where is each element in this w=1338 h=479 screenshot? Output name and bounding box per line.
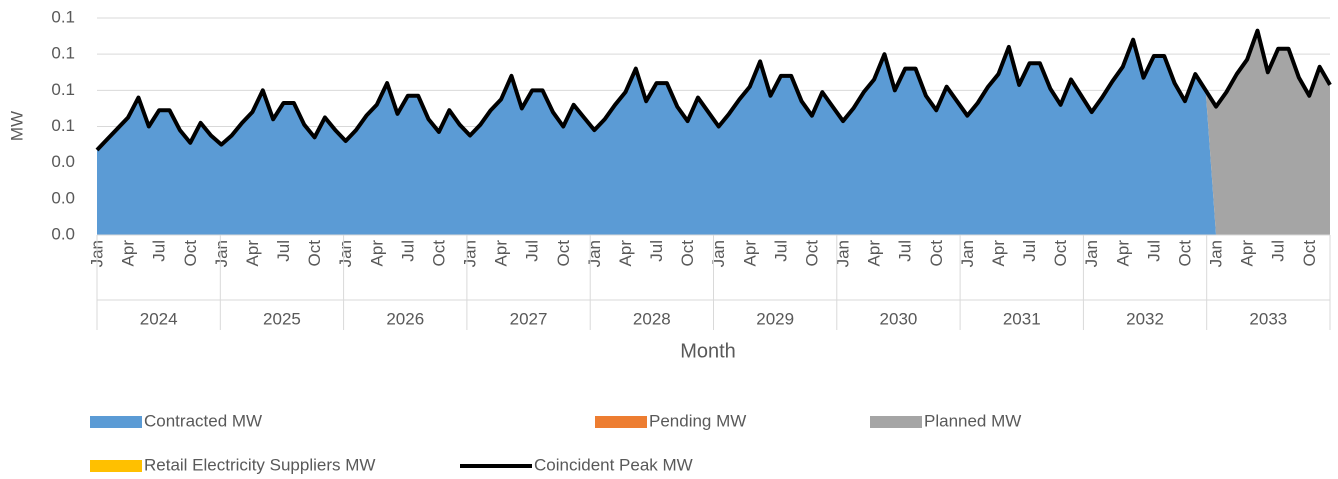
x-tick-label: Oct: [802, 240, 821, 267]
y-tick-label: 0.0: [51, 152, 75, 171]
x-tick-label: Jul: [398, 240, 417, 262]
y-tick-label: 0.1: [51, 44, 75, 63]
x-tick-label: Apr: [119, 240, 138, 267]
group-label: 2024: [140, 309, 178, 328]
area: [97, 39, 1330, 236]
x-tick-label: Jan: [709, 240, 728, 267]
x-tick-label: Jul: [523, 240, 542, 262]
legend-swatch: [870, 416, 922, 428]
group-label: 2029: [756, 309, 794, 328]
x-tick-label: Apr: [616, 240, 635, 267]
y-tick-label: 0.1: [51, 80, 75, 99]
x-tick-label: Apr: [740, 240, 759, 267]
legend-label: Contracted MW: [144, 411, 262, 430]
x-tick-label: Jan: [585, 240, 604, 267]
legend-label: Pending MW: [649, 411, 746, 430]
group-label: 2030: [880, 309, 918, 328]
x-tick-label: Oct: [1175, 240, 1194, 267]
x-tick-label: Apr: [865, 240, 884, 267]
x-tick-label: Jul: [1269, 240, 1288, 262]
x-tick-label: Jan: [833, 240, 852, 267]
legend-label: Planned MW: [924, 411, 1021, 430]
group-label: 2033: [1249, 309, 1287, 328]
group-label: 2031: [1003, 309, 1041, 328]
x-tick-label: Apr: [989, 240, 1008, 267]
x-tick-label: Jul: [647, 240, 666, 262]
line: [95, 28, 1332, 152]
x-tick-label: Jan: [460, 240, 479, 267]
group-label: 2027: [510, 309, 548, 328]
x-tick-label: Apr: [492, 240, 511, 267]
x-axis-title: Month: [680, 340, 736, 362]
x-tick-label: Oct: [927, 240, 946, 267]
group-label: 2026: [386, 309, 424, 328]
legend-label: Coincident Peak MW: [534, 455, 693, 474]
x-tick-label: Jan: [212, 240, 231, 267]
y-tick-label: 0.0: [51, 188, 75, 207]
x-tick-label: Oct: [429, 240, 448, 267]
x-tick-label: Oct: [181, 240, 200, 267]
y-tick-label: 0.0: [51, 224, 75, 243]
x-tick-label: Jul: [1020, 240, 1039, 262]
x-tick-label: Jul: [150, 240, 169, 262]
y-tick-label: 0.1: [51, 116, 75, 135]
group-label: 2025: [263, 309, 301, 328]
x-tick-label: Jan: [336, 240, 355, 267]
x-tick-label: Jul: [896, 240, 915, 262]
y-tick-label: 0.1: [51, 7, 75, 26]
x-tick-label: Oct: [678, 240, 697, 267]
legend-swatch: [595, 416, 647, 428]
x-tick-label: Oct: [305, 240, 324, 267]
group-label: 2032: [1126, 309, 1164, 328]
x-tick-label: Oct: [1300, 240, 1319, 267]
x-tick-label: Jan: [1206, 240, 1225, 267]
x-tick-label: Oct: [1051, 240, 1070, 267]
x-tick-label: Apr: [243, 240, 262, 267]
x-tick-label: Apr: [367, 240, 386, 267]
x-tick-label: Jan: [958, 240, 977, 267]
x-tick-label: Oct: [554, 240, 573, 267]
x-tick-label: Apr: [1238, 240, 1257, 267]
x-tick-label: Jul: [1144, 240, 1163, 262]
x-tick-label: Jan: [1082, 240, 1101, 267]
y-axis-title: MW: [7, 111, 26, 141]
legend-swatch: [90, 416, 142, 428]
x-tick-label: Jul: [771, 240, 790, 262]
x-tick-label: Apr: [1113, 240, 1132, 267]
group-label: 2028: [633, 309, 671, 328]
legend-swatch: [90, 460, 142, 472]
legend-label: Retail Electricity Suppliers MW: [144, 455, 375, 474]
x-tick-label: Jul: [274, 240, 293, 262]
